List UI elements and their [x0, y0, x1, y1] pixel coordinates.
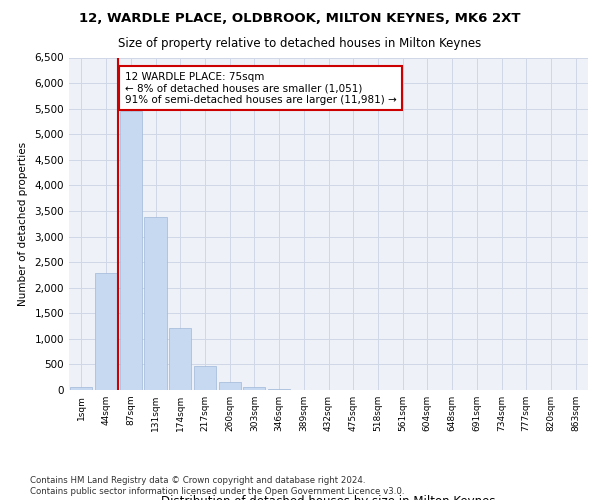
Bar [119, 111, 142, 390]
Bar [218, 382, 241, 390]
Text: Size of property relative to detached houses in Milton Keynes: Size of property relative to detached ho… [118, 38, 482, 51]
Text: Contains public sector information licensed under the Open Government Licence v3: Contains public sector information licen… [30, 487, 404, 496]
Text: 12, WARDLE PLACE, OLDBROOK, MILTON KEYNES, MK6 2XT: 12, WARDLE PLACE, OLDBROOK, MILTON KEYNE… [79, 12, 521, 26]
X-axis label: Distribution of detached houses by size in Milton Keynes: Distribution of detached houses by size … [161, 495, 496, 500]
Y-axis label: Number of detached properties: Number of detached properties [17, 142, 28, 306]
Bar [169, 328, 191, 390]
Bar [145, 217, 167, 390]
Text: Contains HM Land Registry data © Crown copyright and database right 2024.: Contains HM Land Registry data © Crown c… [30, 476, 365, 485]
Bar [70, 388, 92, 390]
Bar [194, 366, 216, 390]
Bar [243, 388, 265, 390]
Bar [95, 274, 117, 390]
Text: 12 WARDLE PLACE: 75sqm
← 8% of detached houses are smaller (1,051)
91% of semi-d: 12 WARDLE PLACE: 75sqm ← 8% of detached … [125, 72, 397, 105]
